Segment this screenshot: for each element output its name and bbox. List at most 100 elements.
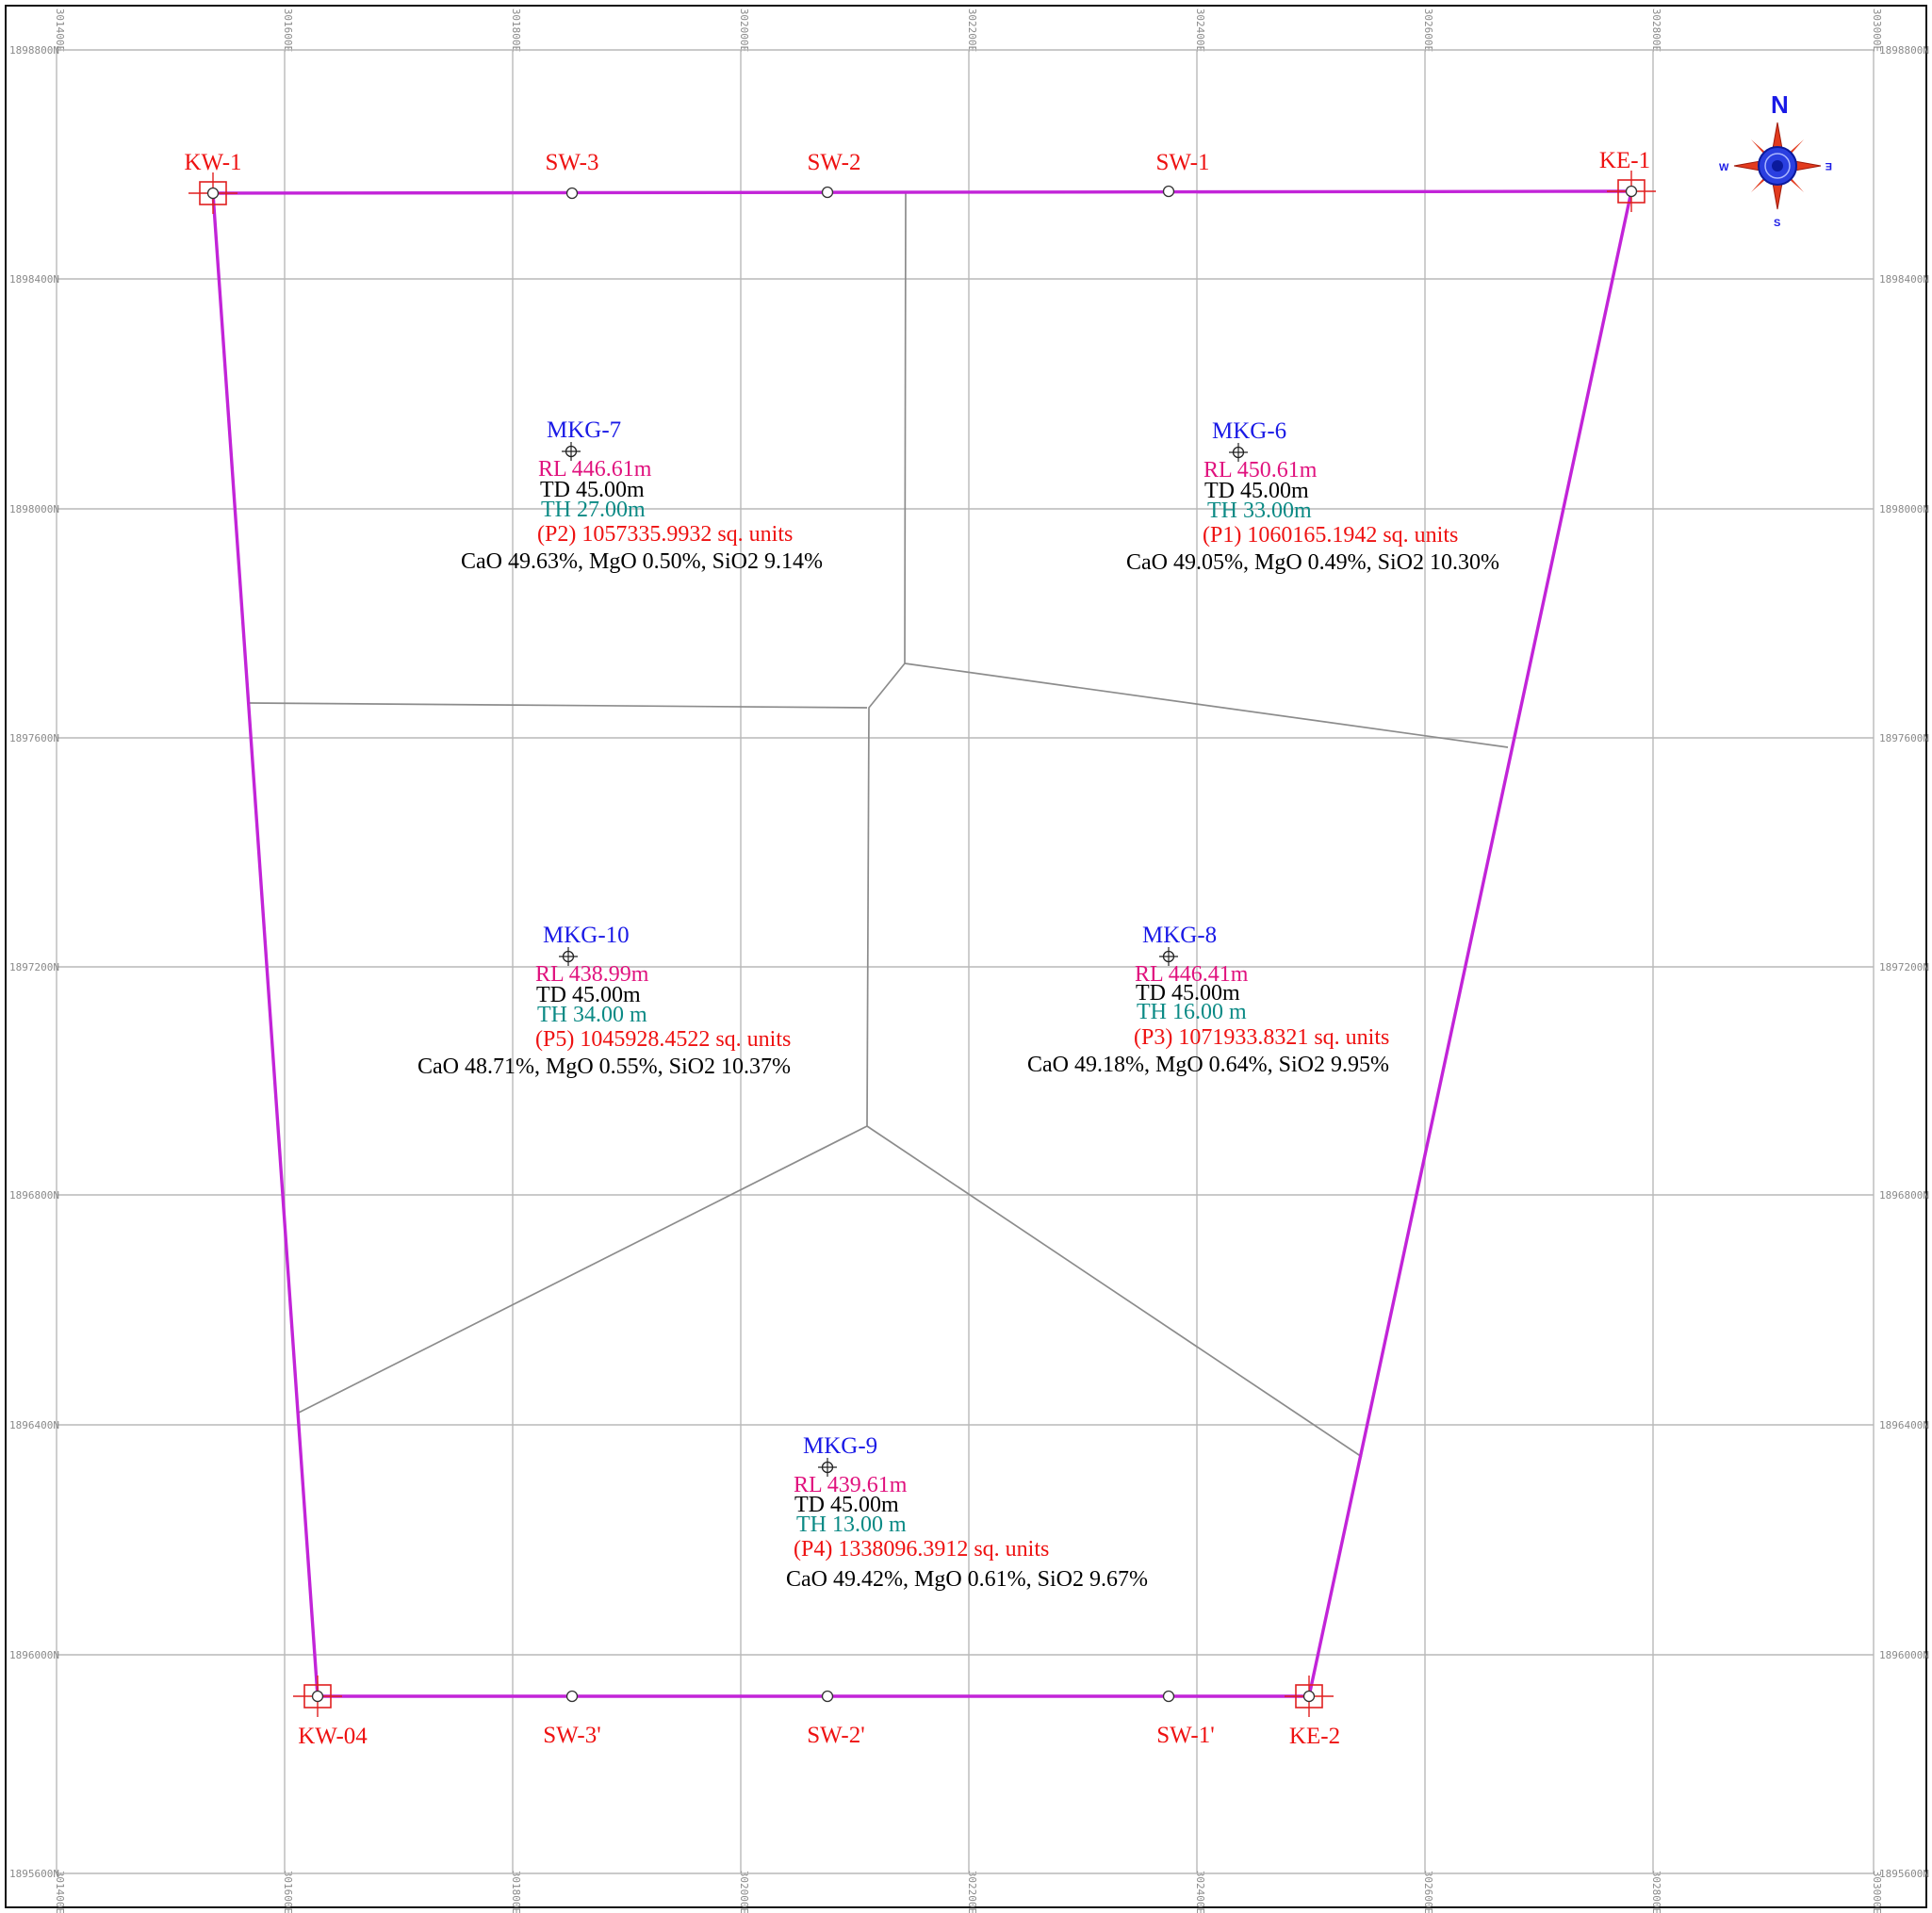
division-line-southwest: [296, 1125, 868, 1414]
polygon-area: (P2) 1057335.9932 sq. units: [537, 522, 793, 547]
grid-label-northing: 1896800N: [9, 1189, 59, 1202]
grid-label-northing: 1896800N: [1879, 1189, 1929, 1202]
pillar-label: SW-1': [1156, 1723, 1214, 1748]
grid-label-easting: 301400E: [54, 8, 66, 52]
borehole-chemistry: CaO 48.71%, MgO 0.55%, SiO2 10.37%: [418, 1055, 791, 1079]
pillar-marker: [1162, 1690, 1175, 1703]
map-frame: [5, 5, 1927, 1908]
polygon-area: (P5) 1045928.4522 sq. units: [535, 1027, 791, 1052]
coordinate-grid: 301400E 301400E 301600E 301600E 301800E 30180…: [9, 8, 1929, 1913]
grid-label-northing: 1898400N: [9, 273, 59, 286]
division-line-southeast: [866, 1125, 1363, 1458]
division-line-west: [249, 702, 868, 709]
borehole-th: TH 27.00m: [541, 498, 646, 522]
borehole-td: TD 45.00m: [536, 983, 641, 1007]
grid-label-northing: 1896400N: [1879, 1419, 1929, 1431]
borehole-th: TH 16.00 m: [1137, 1000, 1247, 1024]
grid-label-easting: 301800E: [510, 1871, 522, 1913]
borehole-markers: [559, 442, 1248, 1477]
compass-rose-icon: N S E W: [1719, 90, 1832, 229]
grid-label-easting: 302600E: [1422, 1871, 1434, 1913]
grid-label-northing: 1897200N: [9, 961, 59, 973]
pillar-marker: [821, 186, 834, 199]
borehole-marker-mkg-7: [562, 442, 581, 461]
borehole-chemistry: CaO 49.18%, MgO 0.64%, SiO2 9.95%: [1027, 1053, 1389, 1077]
grid-label-northing: 1895600N: [9, 1868, 59, 1880]
division-line-north: [866, 192, 907, 1127]
borehole-name: MKG-6: [1212, 418, 1286, 444]
borehole-annotation-mkg-6: MKG-6 RL 450.61m TD 45.00m TH 33.00m (P1…: [1126, 418, 1499, 575]
borehole-name: MKG-7: [547, 417, 621, 443]
grid-label-easting: 303000E: [1871, 8, 1883, 52]
pillar-marker: [565, 187, 579, 200]
grid-label-easting: 302400E: [1194, 1871, 1206, 1913]
pillar-marker: [1162, 185, 1175, 198]
boundary-pillars: KW-1 SW-3 SW-2 SW-1 KE-1 KW-04 SW-3' SW-2' SW-1'…: [184, 148, 1656, 1749]
borehole-td: TD 45.00m: [1136, 981, 1240, 1006]
grid-label-easting: 301600E: [282, 8, 294, 52]
pillar-label: SW-2': [807, 1723, 864, 1748]
borehole-rl: RL 446.61m: [538, 457, 652, 482]
pillar-sw-3p: SW-3': [543, 1690, 601, 1748]
pillar-marker: [821, 1690, 834, 1703]
grid-label-northing: 1898800N: [1879, 44, 1929, 57]
grid-label-easting: 302800E: [1650, 1871, 1662, 1913]
lease-boundary: [211, 189, 1634, 1698]
pillar-sw-1p: SW-1': [1156, 1690, 1215, 1748]
borehole-annotation-mkg-10: MKG-10 RL 438.99m TD 45.00m TH 34.00 m (…: [418, 923, 791, 1079]
grid-label-easting: 302000E: [738, 1871, 750, 1913]
borehole-rl: RL 446.41m: [1135, 962, 1249, 987]
pillar-sw-3: SW-3: [546, 150, 599, 200]
grid-label-easting: 301800E: [510, 8, 522, 52]
division-line-east: [904, 662, 1509, 748]
pillar-sw-1: SW-1: [1156, 150, 1210, 198]
borehole-rl: RL 438.99m: [535, 962, 649, 987]
pillar-marker: [1625, 185, 1638, 198]
grid-label-northing: 1897600N: [9, 732, 59, 744]
grid-label-easting: 302800E: [1650, 8, 1662, 52]
polygon-divisions: [249, 192, 1509, 1458]
pillar-label: KE-1: [1599, 148, 1650, 173]
pillar-label: SW-1: [1156, 150, 1210, 175]
pillar-marker: [311, 1690, 324, 1703]
borehole-chemistry: CaO 49.42%, MgO 0.61%, SiO2 9.67%: [786, 1567, 1148, 1592]
pillar-sw-2: SW-2: [808, 150, 861, 199]
grid-label-easting: 301400E: [54, 1871, 66, 1913]
pillar-marker: [206, 187, 220, 200]
grid-label-easting: 302000E: [738, 8, 750, 52]
pillar-label: SW-3: [546, 150, 599, 175]
grid-label-easting: 303000E: [1871, 1871, 1883, 1913]
compass-south-label: S: [1774, 218, 1780, 229]
compass-west-label: W: [1719, 162, 1729, 173]
pillar-marker: [565, 1690, 579, 1703]
borehole-name: MKG-8: [1142, 923, 1217, 948]
grid-label-northing: 1898400N: [1879, 273, 1929, 286]
borehole-annotation-mkg-9: MKG-9 RL 439.61m TD 45.00m TH 13.00 m (P…: [786, 1433, 1148, 1592]
grid-label-northing: 1896400N: [9, 1419, 59, 1431]
grid-label-northing: 1896000N: [9, 1649, 59, 1661]
grid-label-easting: 301600E: [282, 1871, 294, 1913]
borehole-td: TD 45.00m: [540, 478, 645, 502]
borehole-annotation-mkg-8: MKG-8 RL 446.41m TD 45.00m TH 16.00 m (P…: [1027, 923, 1389, 1077]
pillar-label: KE-2: [1289, 1724, 1340, 1749]
borehole-td: TD 45.00m: [794, 1493, 899, 1517]
grid-label-northing: 1897600N: [1879, 732, 1929, 744]
grid-label-easting: 302600E: [1422, 8, 1434, 52]
borehole-th: TH 34.00 m: [537, 1003, 647, 1027]
pillar-label: SW-2: [808, 150, 861, 175]
grid-label-northing: 1895600N: [1879, 1868, 1929, 1880]
grid-label-easting: 302200E: [966, 8, 978, 52]
grid-label-northing: 1898800N: [9, 44, 59, 57]
polygon-area: (P4) 1338096.3912 sq. units: [794, 1537, 1049, 1561]
pillar-ke-2: KE-2: [1285, 1676, 1340, 1749]
polygon-area: (P1) 1060165.1942 sq. units: [1203, 523, 1458, 548]
grid-label-northing: 1898000N: [9, 503, 59, 515]
pillar-marker: [1302, 1690, 1316, 1703]
borehole-marker-mkg-10: [559, 947, 578, 966]
pillar-kw-04: KW-04: [293, 1676, 368, 1749]
borehole-annotation-mkg-7: MKG-7 RL 446.61m TD 45.00m TH 27.00m (P2…: [461, 417, 823, 574]
pillar-ke-1: KE-1: [1599, 148, 1656, 212]
grid-label-northing: 1898000N: [1879, 503, 1929, 515]
borehole-chemistry: CaO 49.05%, MgO 0.49%, SiO2 10.30%: [1126, 550, 1499, 575]
